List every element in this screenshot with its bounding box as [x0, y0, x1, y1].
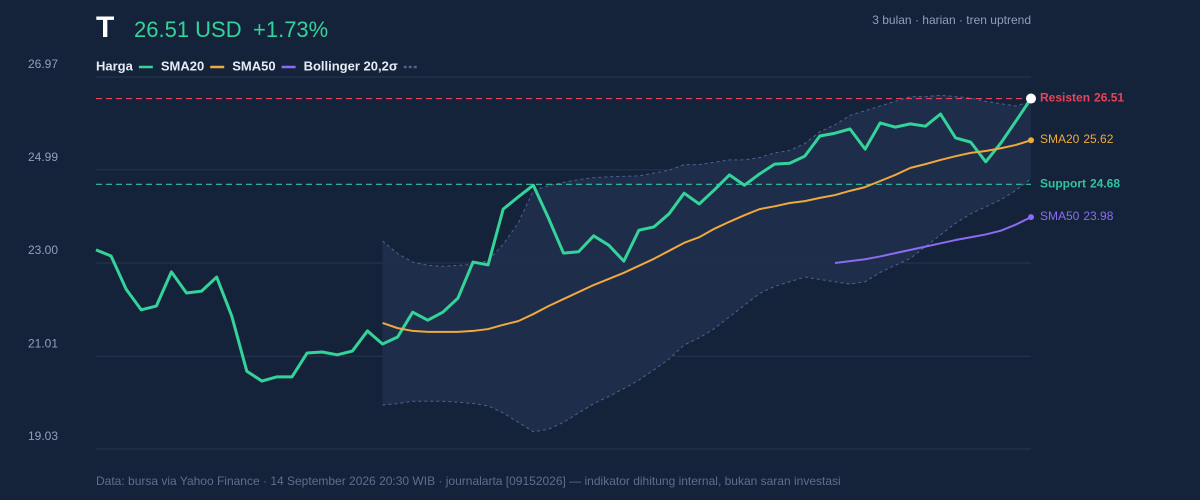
- series-line: [834, 216, 1032, 264]
- price-change: +1.73%: [253, 17, 328, 42]
- end-label: SMA50 23.98: [1040, 209, 1114, 223]
- legend-label: Bollinger 20,2σ: [304, 58, 398, 73]
- end-dot: [1028, 137, 1034, 144]
- reference-value: 24.68: [1090, 176, 1120, 190]
- end-label-name: SMA50: [1040, 209, 1080, 223]
- reference-name: Resisten: [1040, 91, 1090, 105]
- series-line: [382, 139, 1032, 333]
- y-tick-label: 23.00: [28, 243, 58, 257]
- reference-value: 26.51: [1094, 91, 1124, 105]
- last-price: 26.51 USD: [134, 17, 242, 42]
- y-tick-label: 21.01: [28, 336, 58, 350]
- legend-label: SMA20: [161, 58, 204, 73]
- reference-name: Support: [1040, 176, 1086, 190]
- legend-label: SMA50: [232, 58, 275, 73]
- subtitle: 3 bulan · harian · tren uptrend: [872, 13, 1031, 27]
- end-label-name: SMA20: [1040, 132, 1080, 146]
- footer: Data: bursa via Yahoo Finance · 14 Septe…: [96, 474, 841, 488]
- y-tick-label: 24.99: [28, 150, 58, 164]
- y-tick-label: 19.03: [28, 429, 58, 443]
- end-label-value: 23.98: [1083, 209, 1113, 223]
- reference-label: Resisten 26.51: [1040, 91, 1124, 105]
- series-line: [95, 97, 1033, 383]
- band-fill: [382, 95, 1032, 432]
- y-tick-label: 26.97: [28, 57, 58, 71]
- legend: Harga SMA20 SMA50 Bollinger 20,2σ: [96, 58, 418, 73]
- reference-label: Support 24.68: [1040, 176, 1120, 190]
- end-label-value: 25.62: [1083, 132, 1113, 146]
- end-label: SMA20 25.62: [1040, 132, 1114, 146]
- legend-label: Harga: [96, 58, 134, 73]
- band-lower: [382, 178, 1032, 433]
- end-dot: [1026, 93, 1036, 104]
- end-dot: [1028, 214, 1034, 221]
- ticker: T: [96, 11, 114, 44]
